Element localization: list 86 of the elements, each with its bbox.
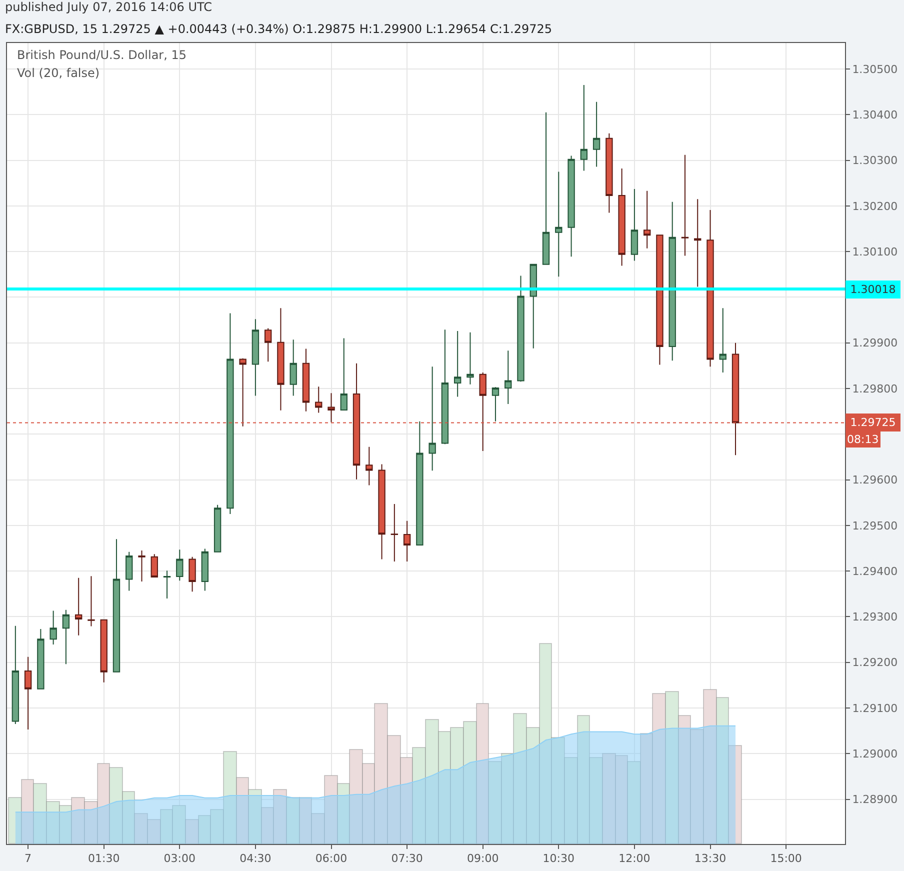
candlestick — [719, 308, 726, 374]
candlestick — [315, 386, 322, 414]
candlestick — [252, 318, 260, 396]
candlestick — [606, 132, 613, 214]
candlestick — [277, 308, 284, 411]
candlestick — [264, 328, 272, 362]
candlestick — [517, 275, 524, 382]
chart-title: Vol (20, false) — [17, 66, 100, 80]
y-tick-label: 1.30400 — [852, 108, 898, 122]
candlestick — [643, 190, 651, 249]
y-tick-label: 1.29200 — [852, 656, 898, 670]
y-tick-label: 1.29400 — [852, 564, 898, 578]
candlestick — [150, 554, 158, 578]
candlestick — [366, 446, 373, 486]
text: 08:13 — [847, 433, 879, 446]
candlestick — [428, 366, 436, 472]
candlestick — [668, 201, 676, 362]
candlestick — [138, 550, 146, 582]
y-tick-label: 1.29100 — [852, 702, 898, 715]
x-tick-label: 03:00 — [164, 852, 196, 866]
candlestick — [694, 198, 702, 288]
candlestick — [681, 154, 689, 256]
candlestick — [214, 504, 222, 552]
candlestick — [568, 155, 575, 258]
candlestick — [530, 264, 537, 349]
candlestick — [618, 168, 626, 266]
x-tick-label: 06:00 — [315, 852, 348, 866]
text: published July 07, 2016 14:06 UTC — [5, 0, 212, 14]
chart-title: British Pound/U.S. Dollar, 15 — [17, 48, 187, 62]
x-tick-label: 15:00 — [770, 852, 802, 866]
ref-line-label: 1.29725 — [850, 416, 896, 429]
candlestick — [37, 628, 44, 690]
candlestick — [441, 329, 449, 445]
x-tick-label: 07:30 — [391, 852, 423, 866]
y-tick-label: 1.29800 — [852, 382, 898, 396]
y-tick-label: 1.30200 — [852, 200, 898, 213]
candlestick — [706, 210, 714, 368]
candlestick — [492, 386, 500, 422]
x-tick-label: 13:30 — [694, 852, 726, 866]
candlestick — [555, 171, 562, 278]
x-tick-label: 01:30 — [88, 852, 120, 866]
candlestick — [176, 549, 184, 582]
candlestick — [416, 420, 424, 546]
candlestick — [454, 330, 462, 398]
candlestick — [74, 577, 82, 636]
ref-line-label: 1.30018 — [850, 283, 896, 296]
candlestick — [592, 101, 600, 168]
y-tick-label: 1.29000 — [852, 747, 898, 760]
candlestick — [126, 551, 133, 592]
candlestick — [24, 656, 32, 730]
x-tick-label: 09:00 — [467, 852, 499, 866]
candlestick — [466, 332, 474, 385]
candlestick — [226, 312, 234, 515]
candlestick — [302, 348, 310, 412]
candlestick — [390, 503, 398, 562]
candlestick — [112, 538, 120, 672]
candlestick — [378, 464, 386, 560]
x-tick-label: 12:00 — [618, 852, 650, 866]
candlestick — [188, 556, 196, 592]
candlestick — [12, 625, 20, 724]
x-tick-label: 7 — [24, 852, 32, 866]
candlestick — [580, 84, 588, 172]
y-tick-label: 1.29500 — [852, 519, 898, 532]
y-tick-label: 1.29600 — [852, 474, 898, 487]
candlestick — [656, 234, 664, 366]
y-tick-label: 1.29900 — [852, 336, 898, 350]
x-tick-label: 04:30 — [240, 852, 272, 866]
candlestick — [100, 619, 108, 683]
y-tick-label: 1.30300 — [852, 154, 898, 168]
y-tick-label: 1.29300 — [852, 610, 898, 624]
candlestick — [88, 576, 95, 627]
candlestick — [201, 548, 209, 592]
candlestick — [630, 188, 638, 262]
candlestick — [403, 520, 411, 562]
candlestick — [50, 610, 57, 646]
y-tick-label: 1.28900 — [852, 793, 898, 806]
text: FX:GBPUSD, 15 1.29725 ▲ +0.00443 (+0.34%) O:1.29875 H:1.29900 L:1.29654 C:1.29725 — [5, 22, 552, 36]
x-tick-label: 10:30 — [542, 852, 574, 866]
y-tick-label: 1.30500 — [852, 62, 898, 76]
candlestick — [542, 112, 550, 265]
candlestick — [504, 350, 512, 405]
candlestick — [340, 338, 348, 410]
y-tick-label: 1.30100 — [852, 245, 898, 258]
candlestick — [62, 609, 70, 665]
candlestick — [163, 570, 171, 599]
candlestick — [290, 339, 297, 396]
